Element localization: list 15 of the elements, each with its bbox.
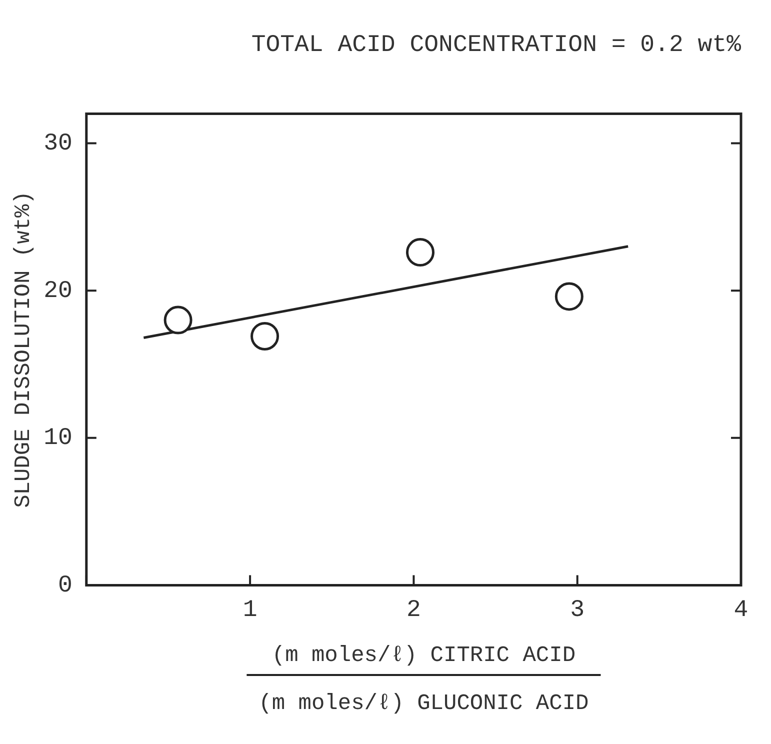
point [406,238,434,267]
point [164,306,192,334]
point [250,322,280,350]
x-tick-label: 2 [406,596,421,624]
point [554,282,584,311]
y-tick-label: 20 [44,278,72,305]
y-axis-title: SLUDGE DISSOLUTION (wt%) [11,191,36,508]
y-tick-label: 10 [44,425,72,452]
x-tick-label: 4 [734,596,748,624]
y-tick-label: 0 [58,572,72,600]
chart-title: TOTAL ACID CONCENTRATION = 0.2 wt% [251,32,742,59]
y-tick-label: 30 [44,130,72,158]
x-axis-title: (m moles/ℓ) CITRIC ACID (m moles/ℓ) GLUCONIC ACID [258,642,589,716]
x-tick-label: 3 [570,596,585,624]
x-tick-label: 1 [242,596,258,624]
